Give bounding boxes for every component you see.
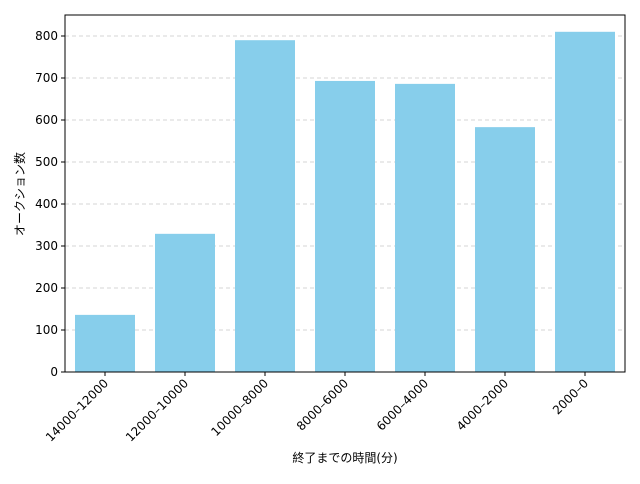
y-tick-label: 200 [35, 281, 58, 295]
x-tick-label: 2000–0 [550, 376, 591, 417]
bar [395, 83, 455, 372]
x-axis-label: 終了までの時間(分) [292, 450, 397, 465]
plot-frame [64, 14, 626, 373]
bar [475, 127, 535, 372]
bar [155, 233, 215, 372]
x-tick-label: 14000–12000 [43, 376, 111, 444]
y-tick-label: 800 [35, 29, 58, 43]
x-tick-label: 4000–2000 [454, 376, 511, 433]
x-tick-label: 6000–4000 [374, 376, 431, 433]
y-tick-label: 600 [35, 113, 58, 127]
y-axis-label: オークション数 [12, 152, 27, 236]
x-tick-label: 12000–10000 [123, 376, 191, 444]
bar [555, 31, 615, 373]
x-tick-label: 10000–8000 [208, 376, 271, 439]
y-tick-label: 100 [35, 323, 58, 337]
bar [315, 80, 375, 372]
bar [75, 314, 135, 372]
y-tick-label: 700 [35, 71, 58, 85]
y-tick-label: 400 [35, 197, 58, 211]
bar [235, 40, 295, 372]
y-tick-label: 500 [35, 155, 58, 169]
y-tick-label: 0 [50, 365, 58, 379]
x-tick-label: 8000–6000 [294, 376, 351, 433]
y-tick-label: 300 [35, 239, 58, 253]
